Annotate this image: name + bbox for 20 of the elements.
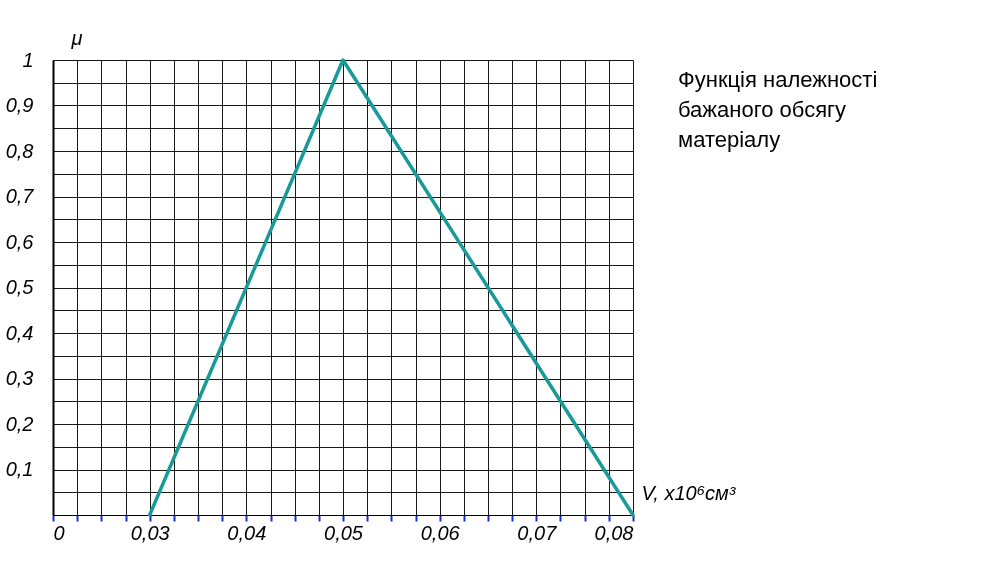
x-tick-label: 0,05 [324,521,364,544]
x-tick-label: 0,03 [130,521,170,544]
y-tick-label: 0,7 [5,185,35,207]
y-tick-label: 0,8 [5,139,34,162]
x-tick-label: 0,07 [517,521,558,544]
y-tick-label: 0,1 [5,458,34,480]
y-tick-label: 1 [22,48,34,71]
y-tick-label: 0,2 [5,412,34,435]
y-tick-label: 0,3 [5,367,34,389]
x-tick-label: 0 [53,521,65,544]
text: Функція належності бажаного обсягу матеріалу [678,67,878,152]
x-tick-label: 0,04 [227,521,267,544]
y-tick-label: 0,9 [5,94,34,116]
y-tick-label: 0,5 [5,276,35,298]
x-axis-title: V, x10⁶см³ [641,481,737,504]
y-axis-title: μ [70,26,83,49]
y-tick-label: 0,4 [5,321,34,344]
x-tick-label: 0,06 [420,521,461,544]
x-tick-label: 0,08 [594,521,634,544]
y-tick-label: 0,6 [5,230,35,253]
